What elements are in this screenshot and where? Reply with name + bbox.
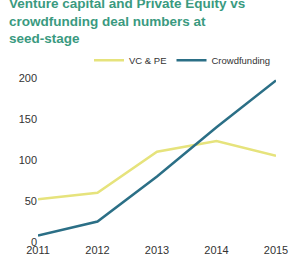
svg-text:Venture capital and Private Eq: Venture capital and Private Equity vscro… — [9, 0, 245, 46]
svg-text:150: 150 — [19, 113, 37, 125]
svg-text:Crowdfunding: Crowdfunding — [212, 55, 271, 66]
svg-text:2012: 2012 — [85, 244, 109, 256]
svg-text:0: 0 — [31, 236, 37, 248]
svg-text:200: 200 — [19, 72, 37, 84]
svg-text:2013: 2013 — [145, 244, 169, 256]
svg-text:2011: 2011 — [26, 244, 50, 256]
svg-text:100: 100 — [19, 154, 37, 166]
svg-text:2015: 2015 — [264, 244, 288, 256]
svg-text:50: 50 — [25, 195, 37, 207]
svg-text:VC & PE: VC & PE — [129, 55, 167, 66]
svg-text:2014: 2014 — [204, 244, 228, 256]
